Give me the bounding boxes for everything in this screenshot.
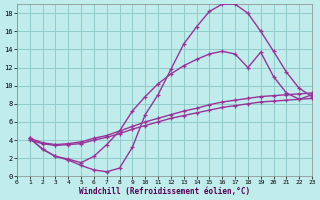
X-axis label: Windchill (Refroidissement éolien,°C): Windchill (Refroidissement éolien,°C)	[79, 187, 250, 196]
